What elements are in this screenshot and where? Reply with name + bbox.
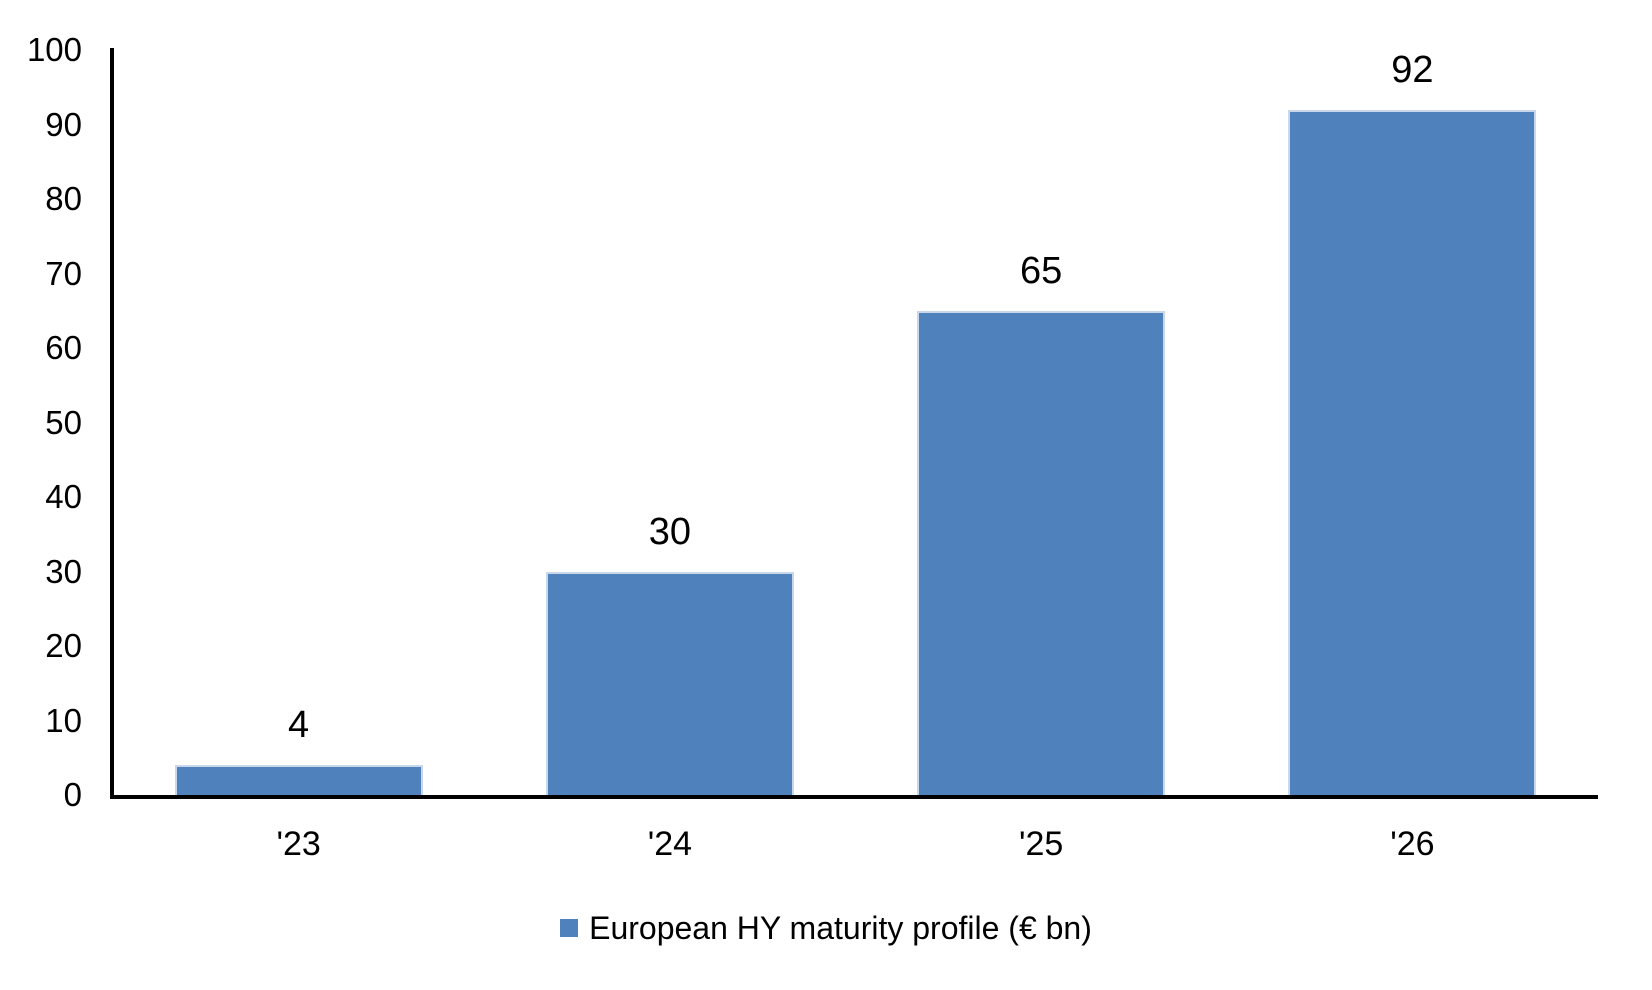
y-tick-label: 80 — [45, 180, 82, 217]
x-tick-label: '25 — [1018, 825, 1064, 863]
y-tick-label: 50 — [45, 403, 82, 441]
bar-23 — [174, 765, 423, 795]
x-tick-label: '23 — [276, 825, 321, 863]
bar-24 — [545, 571, 794, 795]
y-tick-label: 0 — [63, 776, 82, 813]
bar-value-label: 30 — [648, 510, 692, 553]
bar-value-label: 92 — [1391, 48, 1434, 91]
y-tick-label: 90 — [45, 105, 82, 143]
y-tick-label: 60 — [45, 329, 82, 366]
y-axis-line — [110, 48, 114, 799]
bar-26 — [1288, 109, 1537, 795]
legend-series-label: European HY maturity profile (€ bn) — [589, 910, 1092, 946]
bar-value-label: 4 — [288, 704, 310, 747]
y-tick-label: 10 — [45, 701, 82, 739]
y-tick-label: 40 — [45, 478, 82, 515]
y-tick-label: 70 — [45, 254, 82, 292]
bar-value-label: 65 — [1019, 249, 1063, 292]
bar-25 — [917, 310, 1166, 795]
legend-marker-icon — [560, 919, 579, 937]
y-tick-label: 20 — [45, 627, 82, 664]
legend: European HY maturity profile (€ bn) — [0, 908, 1652, 948]
y-tick-label: 30 — [45, 552, 82, 590]
y-tick-label: 100 — [26, 31, 82, 68]
plot-area: 4 30 65 92 — [113, 48, 1598, 795]
x-tick-label: '26 — [1390, 825, 1435, 863]
x-tick-label: '24 — [647, 825, 693, 863]
x-axis-line — [110, 795, 1598, 799]
